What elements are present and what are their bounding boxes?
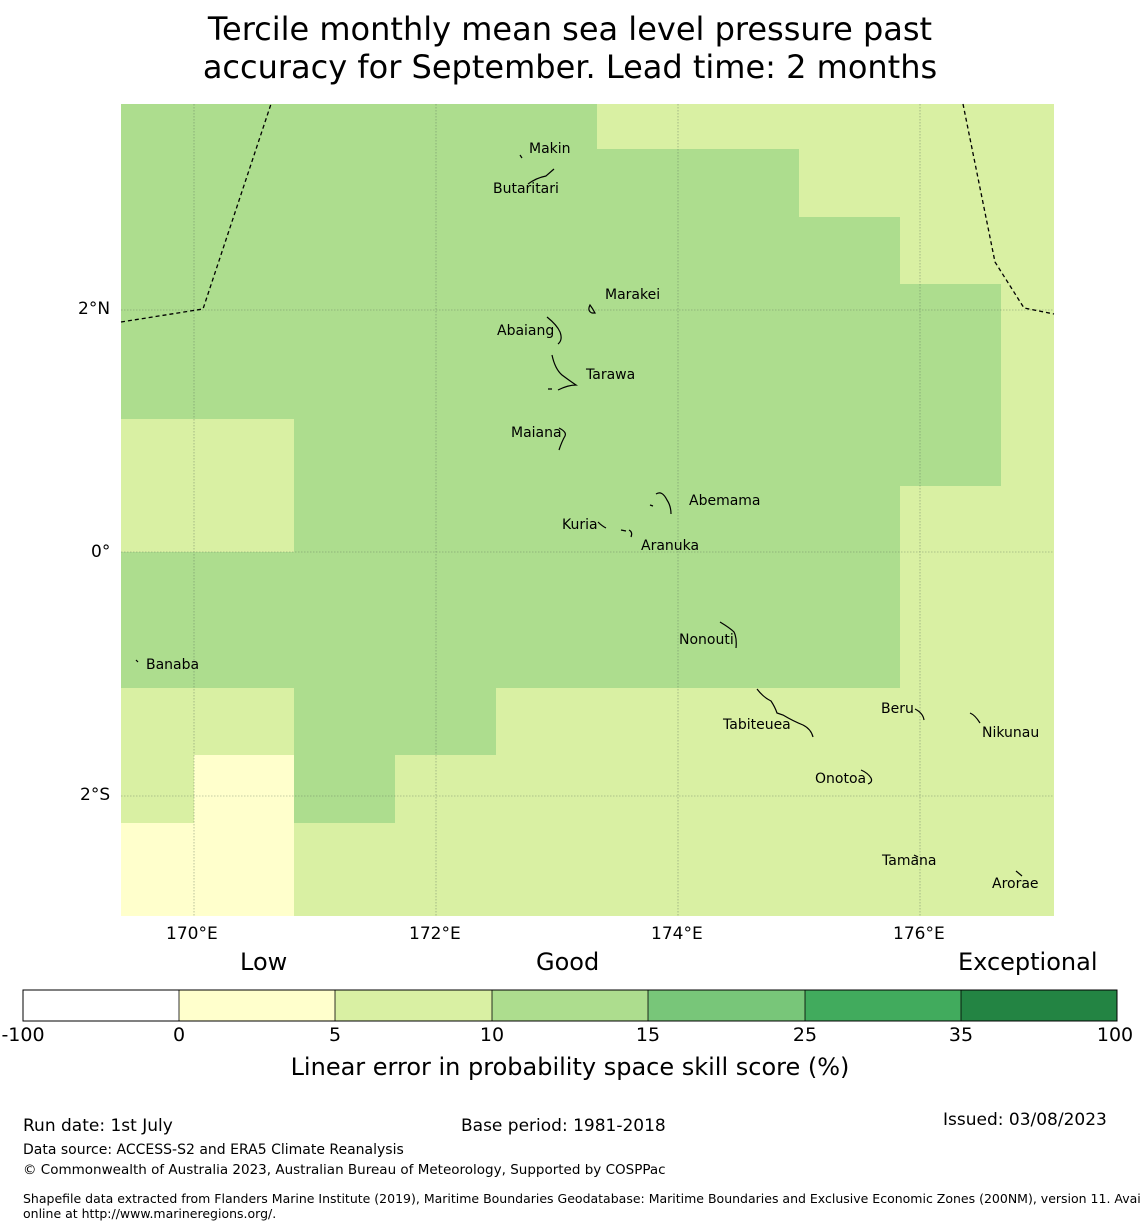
island-shape-tarawa <box>548 354 578 391</box>
island-label-tabiteuea: Tabiteuea <box>723 717 791 733</box>
base-period: Base period: 1981-2018 <box>461 1116 666 1136</box>
island-label-abaiang: Abaiang <box>497 323 555 339</box>
grid-cell <box>1001 284 1054 486</box>
island-shape-maiana <box>558 427 566 451</box>
grid-cell <box>900 486 1054 916</box>
island-shape-onotoa <box>860 769 873 785</box>
copyright-notice: © Commonwealth of Australia 2023, Austra… <box>23 1162 666 1178</box>
island-label-tarawa: Tarawa <box>586 367 636 383</box>
grid-cell <box>294 823 395 916</box>
colorbar-category-good: Good <box>536 948 600 976</box>
island-label-arorae: Arorae <box>992 876 1039 892</box>
island-shape-butaritari <box>527 168 555 185</box>
lat-tick-label: 0° <box>91 542 111 562</box>
colorbar-segment <box>648 990 805 1021</box>
colorbar-tick-label: 100 <box>1096 1024 1134 1046</box>
island-label-maiana: Maiana <box>511 425 562 441</box>
island-shape-marakei <box>588 303 596 314</box>
colorbar-segment <box>335 990 492 1021</box>
island-label-marakei: Marakei <box>605 287 661 303</box>
island-shape-nikunau <box>969 712 981 724</box>
colorbar-segment <box>492 990 648 1021</box>
colorbar-tick-label: -100 <box>1 1024 45 1046</box>
island-shape-kuria <box>597 521 607 529</box>
island-shape-nonouti <box>719 621 737 649</box>
island-label-nikunau: Nikunau <box>982 725 1040 741</box>
island-label-makin: Makin <box>529 141 571 157</box>
grid-cell <box>194 755 294 916</box>
island-shape-makin <box>519 154 523 159</box>
island-shape-banaba <box>135 659 139 663</box>
title-line-1: Tercile monthly mean sea level pressure … <box>207 10 933 48</box>
title-line-2: accuracy for September. Lead time: 2 mon… <box>202 48 938 86</box>
island-label-kuria: Kuria <box>562 517 598 533</box>
colorbar-tick-label: 5 <box>328 1024 342 1046</box>
lat-tick-label: 2°N <box>78 299 111 319</box>
colorbar-tick-label: 35 <box>948 1024 974 1046</box>
island-shape-abaiang <box>546 316 562 345</box>
eez-boundary-east <box>962 103 1055 315</box>
grid-cell <box>395 755 900 916</box>
issued-date: Issued: 03/08/2023 <box>943 1110 1107 1130</box>
island-outlines <box>135 154 1023 877</box>
eez-boundary-west <box>120 103 272 323</box>
grid-cell <box>597 104 1054 149</box>
colorbar-category-exceptional: Exceptional <box>958 948 1098 976</box>
colorbar-frame <box>22 989 1118 1022</box>
grid-cell <box>900 217 1054 284</box>
island-label-banaba: Banaba <box>146 657 200 673</box>
island-label-beru: Beru <box>881 701 914 717</box>
map-title: Tercile monthly mean sea level pressure … <box>0 10 1140 86</box>
colorbar-segment <box>961 990 1117 1021</box>
gridlines <box>121 104 1054 916</box>
skill-grid <box>121 104 1054 916</box>
island-shape-abemama <box>649 492 672 515</box>
lon-tick-label: 176°E <box>893 924 945 944</box>
colorbar-tick-label: 25 <box>792 1024 818 1046</box>
shapefile-credit: Shapefile data extracted from Flanders M… <box>23 1191 1140 1221</box>
colorbar-segment <box>23 990 179 1021</box>
island-label-aranuka: Aranuka <box>641 538 700 554</box>
colorbar-label: Linear error in probability space skill … <box>290 1053 850 1081</box>
colorbar-tick-label: 0 <box>172 1024 186 1046</box>
lon-tick-label: 172°E <box>409 924 461 944</box>
colorbar-tick-label: 10 <box>479 1024 505 1046</box>
island-label-abemama: Abemama <box>689 493 761 509</box>
shapefile-credit-line-1: Shapefile data extracted from Flanders M… <box>23 1191 1140 1206</box>
island-shape-aranuka <box>620 529 633 538</box>
data-source: Data source: ACCESS-S2 and ERA5 Climate … <box>23 1142 404 1158</box>
island-shape-beru <box>914 708 925 721</box>
island-shape-tabiteuea <box>756 688 814 738</box>
colorbar-category-low: Low <box>240 948 288 976</box>
grid-cell <box>121 419 294 552</box>
island-label-nonouti: Nonouti <box>679 632 734 648</box>
shapefile-credit-line-2: online at http://www.marineregions.org/. <box>23 1206 277 1221</box>
colorbar-segment <box>179 990 335 1021</box>
grid-cell <box>799 149 1054 217</box>
run-date: Run date: 1st July <box>23 1116 173 1136</box>
grid-cell <box>496 688 900 755</box>
lon-tick-label: 174°E <box>651 924 703 944</box>
island-shape-tamana <box>913 854 919 858</box>
island-shape-arorae <box>1015 870 1023 877</box>
island-label-onotoa: Onotoa <box>815 771 867 787</box>
colorbar <box>22 989 1118 1022</box>
island-label-butaritari: Butaritari <box>493 181 559 197</box>
island-label-tamana: Tamana <box>882 853 937 869</box>
colorbar-segment <box>805 990 961 1021</box>
eez-boundaries <box>120 103 1055 323</box>
colorbar-tick-label: 15 <box>635 1024 661 1046</box>
lat-tick-label: 2°S <box>80 785 111 805</box>
lon-tick-label: 170°E <box>166 924 218 944</box>
grid-cell <box>121 823 194 916</box>
